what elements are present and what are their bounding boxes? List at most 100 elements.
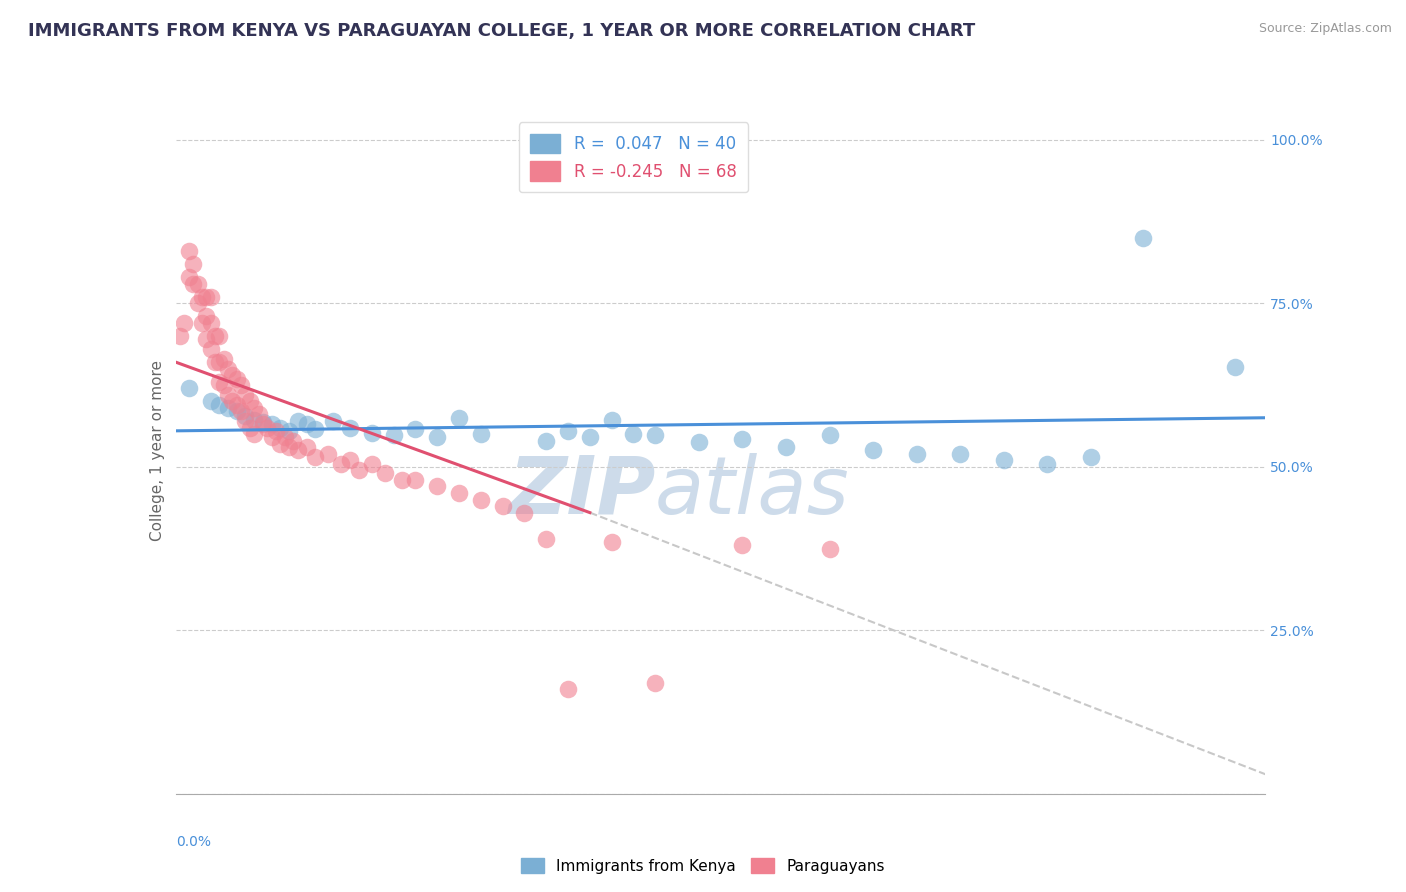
Point bbox=[231, 404, 253, 418]
Point bbox=[186, 296, 209, 310]
Point bbox=[287, 443, 309, 458]
Point bbox=[217, 361, 239, 376]
Point bbox=[200, 342, 222, 356]
Point bbox=[600, 535, 623, 549]
Point bbox=[557, 424, 579, 438]
Point bbox=[191, 316, 214, 330]
Point bbox=[283, 434, 305, 448]
Point bbox=[181, 277, 204, 291]
Point bbox=[264, 424, 287, 438]
Point bbox=[221, 368, 243, 383]
Point bbox=[208, 355, 231, 369]
Y-axis label: College, 1 year or more: College, 1 year or more bbox=[149, 360, 165, 541]
Point bbox=[252, 417, 274, 432]
Point bbox=[204, 329, 226, 343]
Point bbox=[1036, 457, 1059, 471]
Point bbox=[426, 430, 449, 444]
Point bbox=[304, 450, 326, 464]
Point bbox=[200, 316, 222, 330]
Text: 0.0%: 0.0% bbox=[176, 835, 211, 849]
Point bbox=[405, 473, 427, 487]
Point bbox=[243, 401, 266, 415]
Point bbox=[347, 463, 370, 477]
Point bbox=[426, 479, 449, 493]
Point bbox=[339, 453, 361, 467]
Point bbox=[360, 457, 382, 471]
Point bbox=[731, 538, 754, 552]
Point bbox=[221, 394, 243, 409]
Point bbox=[200, 290, 222, 304]
Point bbox=[191, 290, 214, 304]
Point bbox=[287, 414, 309, 428]
Point bbox=[208, 398, 231, 412]
Point bbox=[173, 316, 195, 330]
Point bbox=[235, 409, 257, 423]
Point bbox=[374, 467, 396, 481]
Point bbox=[318, 447, 340, 461]
Point bbox=[513, 506, 536, 520]
Point bbox=[269, 437, 291, 451]
Point bbox=[688, 434, 710, 449]
Point bbox=[600, 413, 623, 427]
Point bbox=[731, 433, 754, 447]
Point bbox=[492, 499, 515, 513]
Point bbox=[217, 401, 239, 415]
Point bbox=[181, 257, 204, 271]
Point bbox=[225, 371, 247, 385]
Point bbox=[195, 290, 218, 304]
Point bbox=[247, 408, 270, 422]
Point bbox=[208, 329, 231, 343]
Point bbox=[278, 424, 301, 438]
Point bbox=[195, 310, 218, 324]
Point bbox=[186, 277, 209, 291]
Point bbox=[391, 473, 413, 487]
Point bbox=[405, 422, 427, 436]
Point bbox=[1132, 231, 1154, 245]
Point bbox=[200, 394, 222, 409]
Point bbox=[949, 447, 972, 461]
Text: ZIP: ZIP bbox=[508, 452, 655, 531]
Legend: R =  0.047   N = 40, R = -0.245   N = 68: R = 0.047 N = 40, R = -0.245 N = 68 bbox=[519, 122, 748, 193]
Point bbox=[295, 417, 318, 432]
Point bbox=[579, 430, 602, 444]
Point bbox=[382, 428, 405, 442]
Point bbox=[225, 404, 247, 418]
Point bbox=[217, 388, 239, 402]
Point bbox=[339, 420, 361, 434]
Point bbox=[818, 541, 841, 556]
Point bbox=[862, 443, 884, 458]
Text: Source: ZipAtlas.com: Source: ZipAtlas.com bbox=[1258, 22, 1392, 36]
Point bbox=[470, 492, 492, 507]
Point bbox=[447, 486, 470, 500]
Point bbox=[557, 682, 579, 697]
Text: IMMIGRANTS FROM KENYA VS PARAGUAYAN COLLEGE, 1 YEAR OR MORE CORRELATION CHART: IMMIGRANTS FROM KENYA VS PARAGUAYAN COLL… bbox=[28, 22, 976, 40]
Point bbox=[322, 414, 344, 428]
Point bbox=[644, 675, 666, 690]
Point bbox=[534, 434, 557, 448]
Point bbox=[260, 417, 283, 432]
Point bbox=[304, 422, 326, 436]
Point bbox=[177, 270, 200, 285]
Point bbox=[360, 425, 382, 440]
Point bbox=[1223, 360, 1246, 375]
Legend: Immigrants from Kenya, Paraguayans: Immigrants from Kenya, Paraguayans bbox=[515, 852, 891, 880]
Point bbox=[243, 413, 266, 427]
Point bbox=[278, 440, 301, 454]
Point bbox=[239, 420, 262, 434]
Point bbox=[235, 414, 257, 428]
Point bbox=[243, 427, 266, 442]
Point bbox=[470, 427, 492, 442]
Point bbox=[177, 381, 200, 395]
Point bbox=[295, 440, 318, 454]
Point bbox=[256, 420, 278, 434]
Point bbox=[225, 398, 247, 412]
Point bbox=[212, 351, 235, 366]
Point bbox=[644, 428, 666, 442]
Text: atlas: atlas bbox=[655, 452, 851, 531]
Point bbox=[260, 430, 283, 444]
Point bbox=[195, 332, 218, 346]
Point bbox=[212, 378, 235, 392]
Point bbox=[818, 428, 841, 442]
Point bbox=[274, 430, 297, 444]
Point bbox=[330, 457, 353, 471]
